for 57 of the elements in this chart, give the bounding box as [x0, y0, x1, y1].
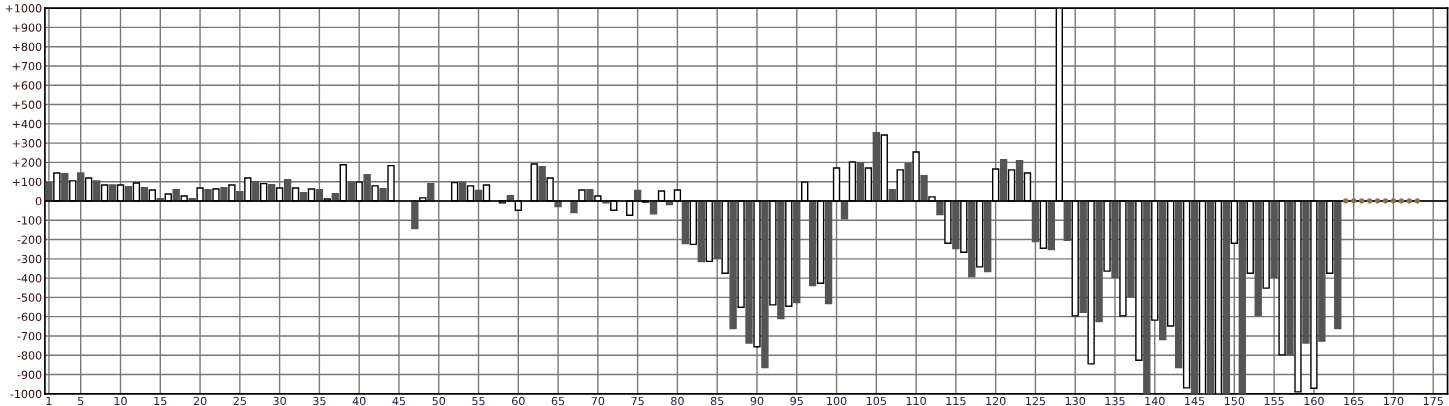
y-tick-label: -800: [17, 351, 42, 360]
y-tick-label: +300: [12, 139, 42, 148]
x-tick-label: 110: [906, 396, 926, 406]
x-tick-label: 55: [472, 396, 485, 406]
x-tick-label: 60: [512, 396, 525, 406]
x-tick-label: 70: [591, 396, 605, 406]
y-tick-label: -300: [17, 254, 42, 264]
x-tick-label: 50: [432, 396, 446, 406]
x-tick-label: 15: [154, 396, 167, 406]
x-tick-label: 125: [1026, 396, 1046, 406]
x-tick-label: 5: [78, 396, 84, 406]
x-tick-label: 140: [1145, 396, 1165, 406]
x-tick-label: 75: [631, 396, 644, 406]
y-tick-label: +800: [12, 42, 42, 52]
x-tick-label: 130: [1065, 396, 1086, 406]
y-tick-label: +100: [12, 177, 42, 187]
x-tick-label: 20: [193, 396, 207, 406]
x-tick-label: 145: [1185, 396, 1205, 406]
x-tick-label: 170: [1384, 396, 1404, 406]
x-tick-label: 10: [114, 396, 127, 406]
x-tick-label: 160: [1304, 396, 1324, 406]
y-tick-label: -700: [17, 331, 42, 341]
y-tick-label: +700: [12, 61, 42, 71]
x-tick-label: 1: [46, 396, 52, 406]
x-tick-label: 90: [750, 396, 764, 406]
x-tick-label: 25: [233, 396, 246, 406]
y-tick-label: -100: [17, 216, 42, 225]
x-tick-label: 30: [273, 396, 286, 406]
x-tick-label: 115: [946, 396, 966, 406]
x-tick-label: 165: [1344, 396, 1364, 406]
y-tick-label: +600: [12, 81, 42, 90]
x-tick-label: 80: [671, 396, 684, 406]
y-tick-label: -200: [17, 235, 42, 244]
x-tick-label: 155: [1264, 396, 1284, 406]
y-tick-label: +900: [12, 23, 42, 32]
x-tick-label: 175: [1423, 396, 1443, 406]
y-tick-label: -400: [17, 274, 42, 283]
y-tick-label: +400: [12, 119, 42, 129]
y-tick-label: -500: [17, 293, 42, 302]
y-tick-label: -600: [17, 312, 42, 322]
x-tick-label: 45: [392, 396, 406, 406]
y-tick-label: +1000: [5, 4, 42, 13]
y-tick-label: +500: [12, 100, 42, 109]
x-tick-label: 100: [827, 396, 847, 406]
x-tick-label: 120: [986, 396, 1006, 406]
y-tick-label: -900: [17, 370, 42, 379]
x-tick-label: 135: [1105, 396, 1125, 406]
x-tick-label: 150: [1224, 396, 1245, 406]
x-tick-label: 85: [710, 396, 724, 406]
x-tick-label: 40: [352, 396, 366, 406]
x-tick-label: 95: [790, 396, 803, 406]
y-tick-label: 0: [35, 196, 42, 206]
y-tick-label: +200: [12, 158, 42, 167]
y-tick-label: -1000: [10, 389, 42, 399]
x-tick-label: 105: [866, 396, 886, 406]
x-tick-label: 65: [551, 396, 565, 406]
x-tick-label: 35: [313, 396, 326, 406]
